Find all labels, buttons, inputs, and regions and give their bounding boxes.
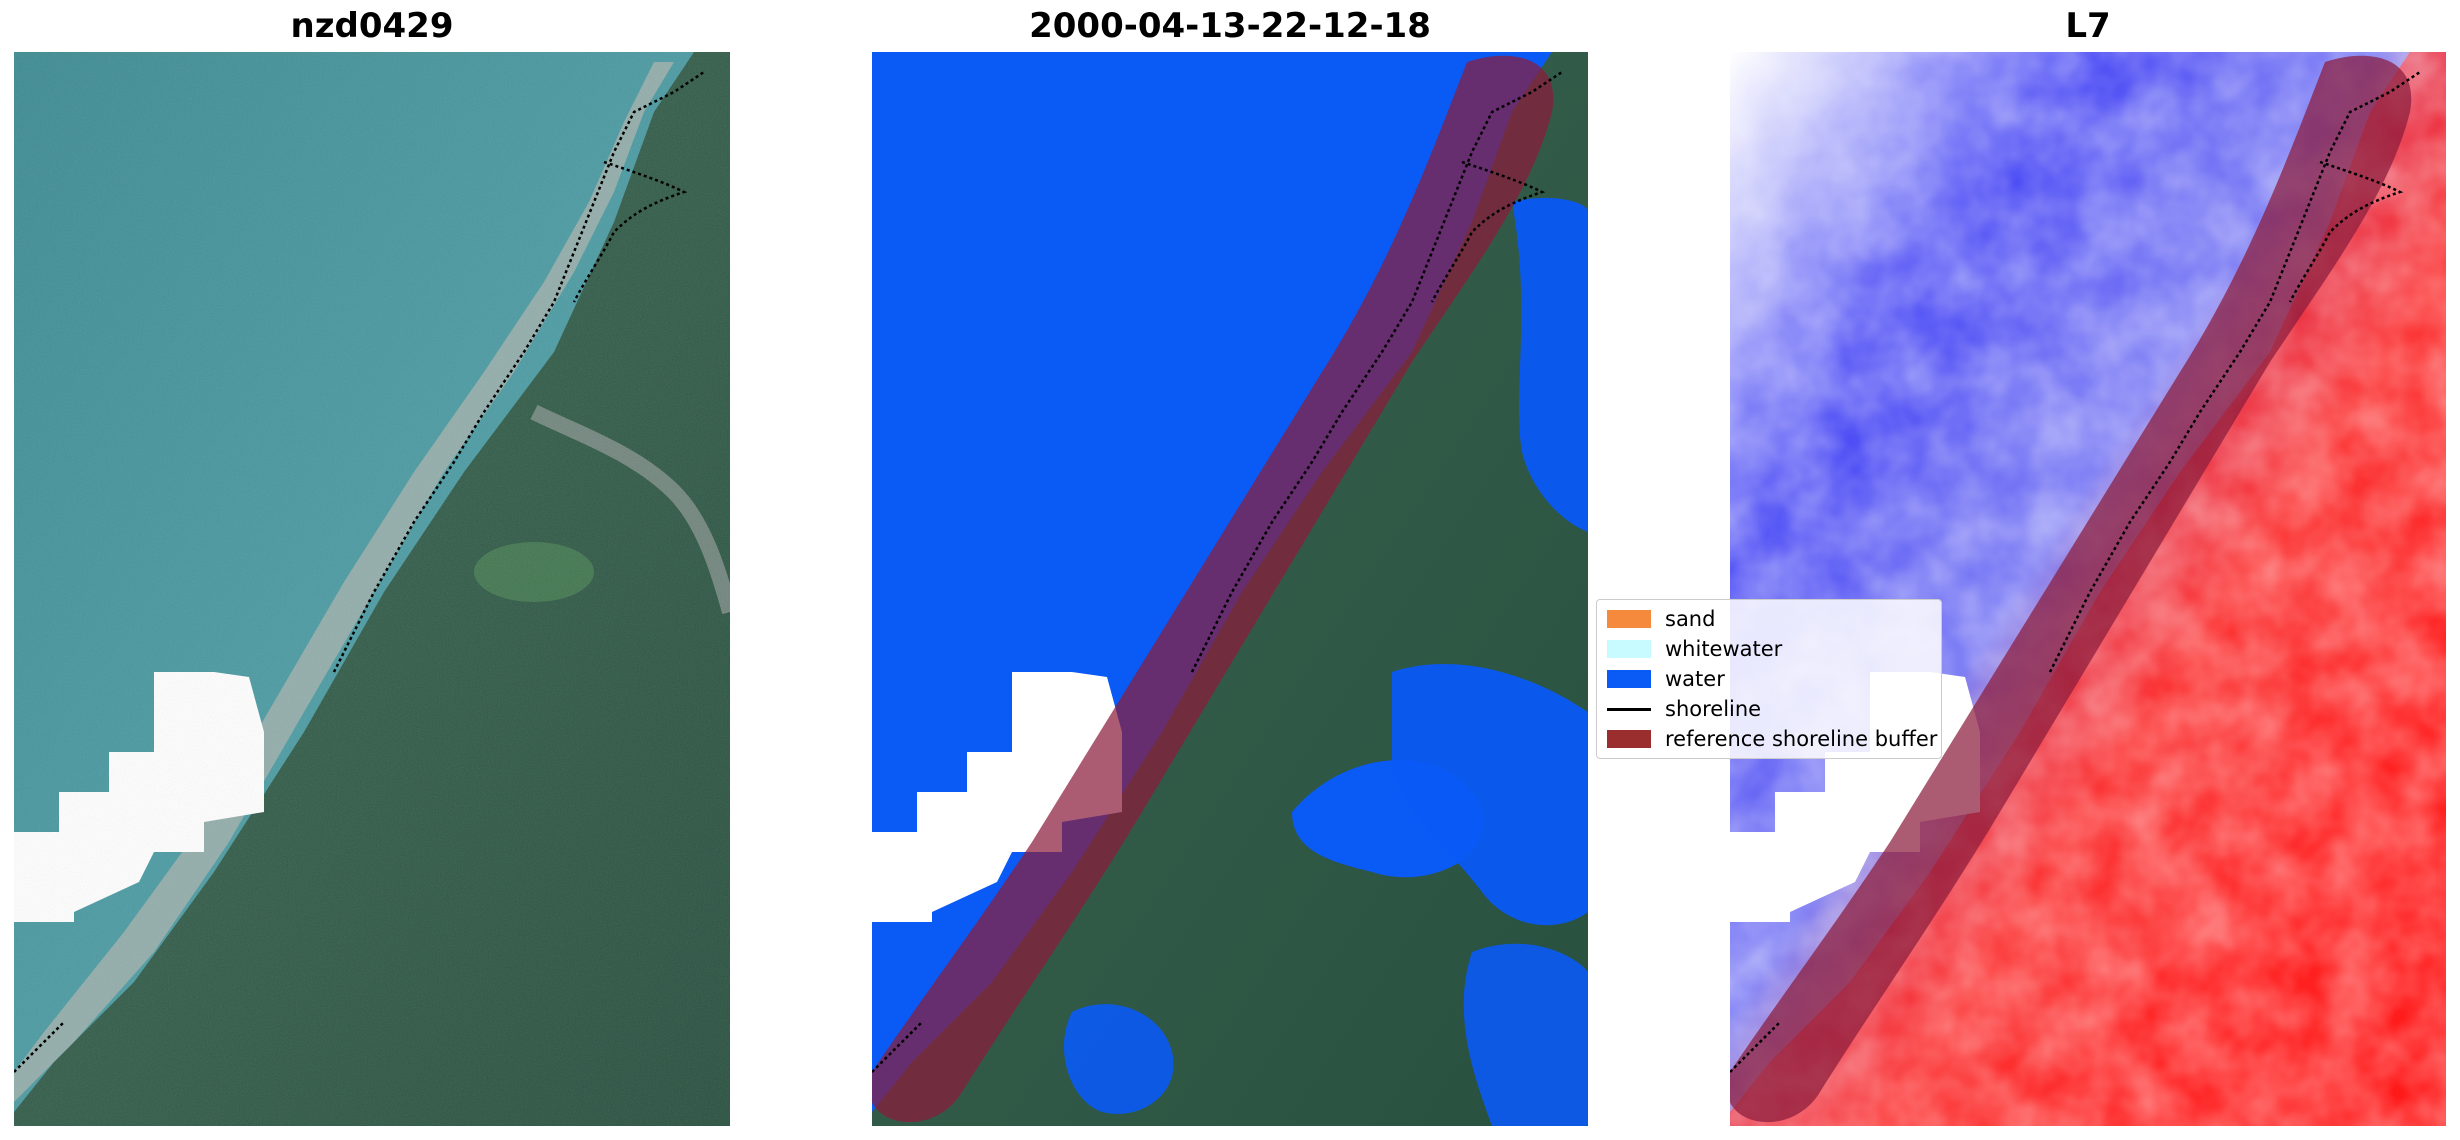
legend-label-shoreline: shoreline (1665, 697, 1762, 721)
shoreline-contour (2048, 70, 2421, 673)
legend-item-buffer: reference shoreline buffer (1607, 726, 1937, 752)
legend-swatch-whitewater (1607, 640, 1651, 658)
legend-item-water: water (1607, 666, 1725, 692)
classification-panel (872, 52, 1588, 1126)
shoreline-contour (332, 70, 705, 673)
legend-label-whitewater: whitewater (1665, 637, 1783, 661)
classification-image (872, 52, 1588, 1126)
panel-title-rgb: nzd0429 (290, 6, 454, 46)
legend-swatch-buffer (1607, 730, 1651, 748)
index-panel (1730, 52, 2446, 1126)
legend-label-water: water (1665, 667, 1725, 691)
rgb-satellite-image (14, 52, 730, 1126)
legend-item-sand: sand (1607, 606, 1715, 632)
legend-label-sand: sand (1665, 607, 1716, 631)
legend-label-buffer: reference shoreline buffer (1665, 727, 1938, 751)
legend-swatch-water (1607, 670, 1651, 688)
panel-title-index: L7 (2065, 6, 2111, 46)
legend-line-shoreline (1607, 707, 1651, 711)
legend-item-shoreline: shoreline (1607, 696, 1761, 722)
legend: sand whitewater water shoreline referenc… (1596, 599, 1942, 759)
panel-title-classification: 2000-04-13-22-12-18 (1029, 6, 1431, 46)
shoreline-contour (1190, 70, 1563, 673)
index-image (1730, 52, 2446, 1126)
reference-shoreline-buffer (872, 55, 1554, 1123)
legend-item-whitewater: whitewater (1607, 636, 1782, 662)
rgb-image-panel (14, 52, 730, 1126)
legend-swatch-sand (1607, 610, 1651, 628)
